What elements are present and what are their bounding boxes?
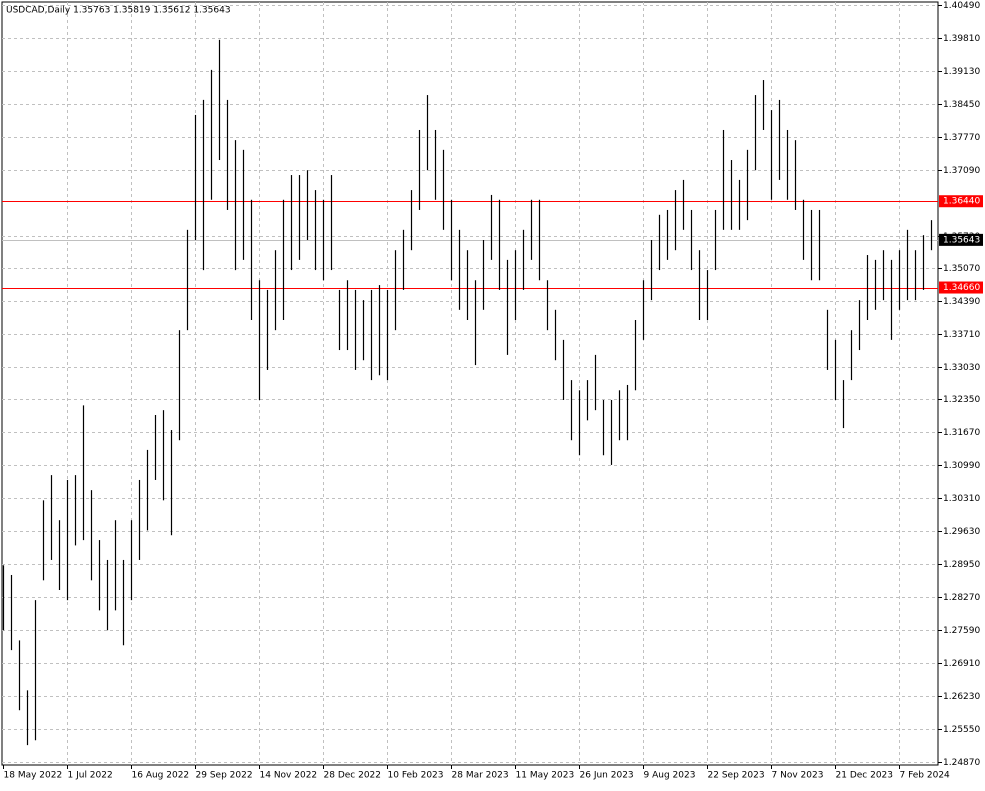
x-tick-label: 7 Feb 2024 [900, 771, 951, 781]
x-tick-label: 18 May 2022 [4, 771, 63, 781]
x-tick-label: 11 May 2023 [516, 771, 575, 781]
price-label: 1.35643 [943, 235, 980, 245]
y-tick-label: 1.26230 [943, 692, 980, 702]
price-label-box [939, 195, 983, 208]
x-tick-label: 28 Mar 2023 [452, 771, 509, 781]
y-tick-label: 1.37770 [943, 133, 980, 143]
x-tick-label: 9 Aug 2023 [644, 771, 696, 781]
x-tick-label: 29 Sep 2022 [196, 771, 253, 781]
plot-frame [1, 1, 939, 766]
price-label: 1.36440 [943, 197, 980, 207]
y-tick-label: 1.33030 [943, 363, 980, 373]
y-tick-label: 1.30990 [943, 461, 980, 471]
price-label-box [939, 233, 983, 246]
y-tick-label: 1.39130 [943, 67, 980, 77]
y-tick-label: 1.34390 [943, 297, 980, 307]
y-tick-label: 1.40490 [943, 1, 980, 11]
y-tick-label: 1.37090 [943, 166, 980, 176]
y-tick-label: 1.25550 [943, 725, 980, 735]
x-tick-label: 1 Jul 2022 [68, 771, 113, 781]
y-tick-label: 1.33710 [943, 330, 980, 340]
y-tick-label: 1.39810 [943, 34, 980, 44]
x-tick-label: 21 Dec 2023 [836, 771, 894, 781]
y-tick-label: 1.30310 [943, 494, 980, 504]
y-tick-label: 1.28270 [943, 593, 980, 603]
y-tick-label: 1.32350 [943, 395, 980, 405]
y-tick-label: 1.24870 [943, 758, 980, 768]
x-tick-label: 28 Dec 2022 [324, 771, 382, 781]
x-tick-label: 14 Nov 2022 [260, 771, 318, 781]
x-tick-label: 10 Feb 2023 [388, 771, 444, 781]
chart-title: USDCAD,Daily 1.35763 1.35819 1.35612 1.3… [6, 6, 231, 16]
y-tick-label: 1.28950 [943, 560, 980, 570]
x-tick-label: 7 Nov 2023 [772, 771, 824, 781]
y-tick-label: 1.31670 [943, 428, 980, 438]
y-tick-label: 1.38450 [943, 100, 980, 110]
y-tick-label: 1.29630 [943, 527, 980, 537]
x-tick-label: 22 Sep 2023 [708, 771, 765, 781]
y-tick-label: 1.26910 [943, 659, 980, 669]
price-label: 1.34660 [943, 283, 980, 293]
x-tick-label: 26 Jun 2023 [580, 771, 634, 781]
y-tick-label: 1.27590 [943, 626, 980, 636]
price-label-box [939, 281, 983, 294]
y-tick-label: 1.35070 [943, 264, 980, 274]
x-tick-label: 16 Aug 2022 [132, 771, 190, 781]
